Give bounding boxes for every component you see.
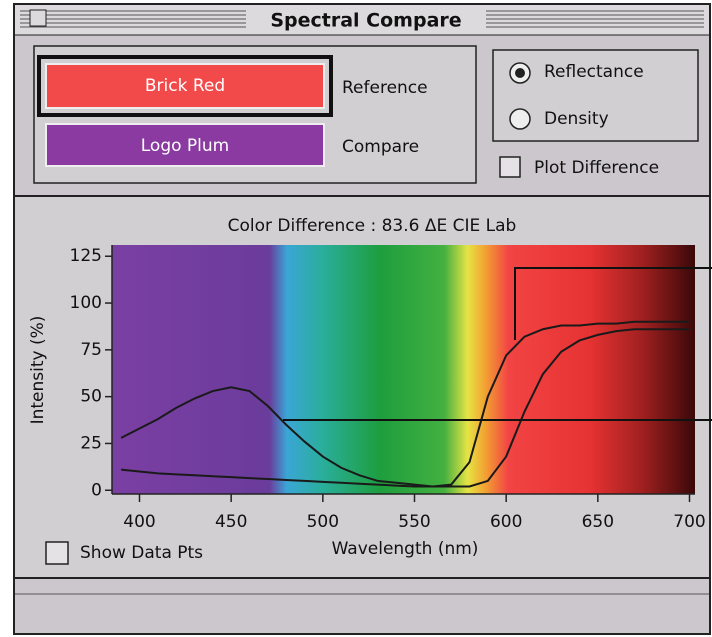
x-tick-label: 500 <box>307 512 339 532</box>
x-tick-label: 550 <box>398 512 430 532</box>
x-tick-label: 700 <box>673 512 705 532</box>
y-tick-label: 75 <box>80 340 102 360</box>
x-tick-label: 650 <box>582 512 614 532</box>
swatch-role: Compare <box>342 137 419 157</box>
x-axis-label: Wavelength (nm) <box>332 539 479 559</box>
selection-frame <box>37 55 333 117</box>
radio-dot <box>515 68 525 78</box>
radio-button[interactable] <box>509 108 531 130</box>
checkbox-label: Plot Difference <box>534 158 659 178</box>
cursor-bracket <box>514 267 712 340</box>
reference-swatch[interactable] <box>45 63 325 109</box>
title-bar: Spectral Compare <box>15 5 709 36</box>
checkbox-label: Show Data Pts <box>80 543 203 563</box>
swatch-label: Logo Plum <box>141 136 229 156</box>
swatch-label: Brick Red <box>145 76 225 96</box>
y-tick-label: 25 <box>80 433 102 453</box>
data-line <box>120 320 690 488</box>
close-box[interactable] <box>29 9 47 27</box>
y-tick-label: 125 <box>70 246 102 266</box>
swatch-role: Reference <box>342 78 428 98</box>
x-tick-label: 600 <box>490 512 522 532</box>
chart: Color Difference : 83.6 ΔE CIE Lab Wavel… <box>28 216 712 559</box>
compare-swatch[interactable] <box>45 123 325 167</box>
y-axis-label: Intensity (%) <box>28 316 48 425</box>
checkbox[interactable] <box>499 156 521 178</box>
chart-title: Color Difference : 83.6 ΔE CIE Lab <box>228 216 517 236</box>
radio-label: Density <box>544 109 609 129</box>
x-tick-label: 400 <box>123 512 155 532</box>
x-tick-label: 450 <box>215 512 247 532</box>
data-line <box>121 328 690 488</box>
y-tick-label: 50 <box>80 387 102 407</box>
checkbox[interactable] <box>45 541 69 565</box>
y-tick-label: 0 <box>91 480 102 500</box>
spectrum <box>112 245 695 494</box>
radio-label: Reflectance <box>544 62 644 82</box>
window-title: Spectral Compare <box>270 10 461 32</box>
y-tick-label: 100 <box>70 293 102 313</box>
